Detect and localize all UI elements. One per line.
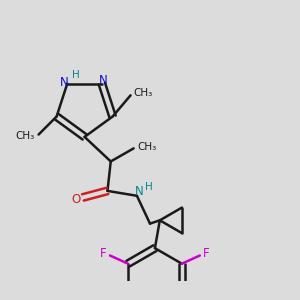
- Text: O: O: [71, 193, 80, 206]
- Text: CH₃: CH₃: [138, 142, 157, 152]
- Text: H: H: [72, 70, 79, 80]
- Text: N: N: [99, 74, 108, 87]
- Text: F: F: [203, 248, 210, 260]
- Text: CH₃: CH₃: [134, 88, 153, 98]
- Text: CH₃: CH₃: [16, 131, 35, 141]
- Text: F: F: [100, 248, 107, 260]
- Text: N: N: [135, 185, 144, 198]
- Text: N: N: [60, 76, 69, 88]
- Text: H: H: [146, 182, 153, 192]
